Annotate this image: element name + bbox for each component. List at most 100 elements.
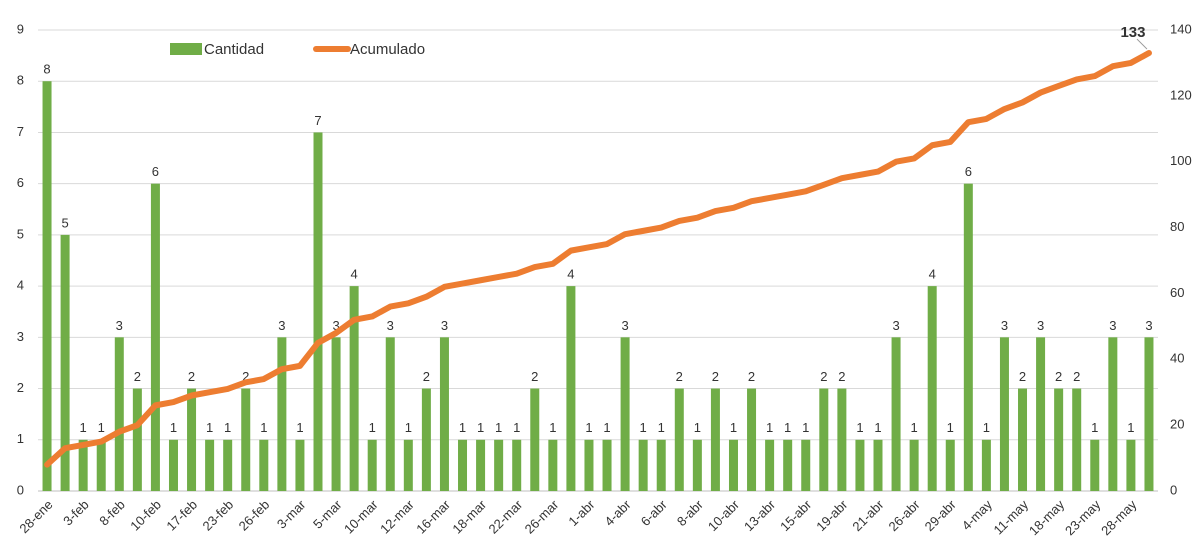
x-tick-group: 18-may (1026, 497, 1068, 539)
bar-value-label: 1 (80, 420, 87, 435)
bar (331, 337, 341, 491)
bar (765, 439, 775, 491)
bar (692, 439, 702, 491)
bar-value-label: 1 (766, 420, 773, 435)
bar-value-label: 1 (585, 420, 592, 435)
bar-value-label: 6 (965, 164, 972, 179)
line-value-label: 133 (1120, 24, 1145, 41)
bar (168, 439, 178, 491)
bar-value-label: 3 (1145, 318, 1152, 333)
x-tick-label: 12-mar (377, 496, 417, 536)
x-tick-label: 6-abr (638, 496, 671, 529)
x-tick-group: 26-feb (236, 497, 273, 534)
bar (1144, 337, 1154, 491)
bar (530, 388, 540, 491)
y-tick-label: 7 (17, 124, 24, 139)
bar (223, 439, 233, 491)
bar (187, 388, 197, 491)
x-tick-label: 26-feb (236, 497, 273, 534)
x-tick-label: 28-ene (16, 497, 55, 536)
bar-value-label: 2 (1019, 369, 1026, 384)
bar (439, 337, 449, 491)
bar-value-label: 1 (513, 420, 520, 435)
x-tick-group: 10-abr (705, 496, 743, 534)
bar (150, 183, 160, 491)
bar (114, 337, 124, 491)
bar (96, 439, 106, 491)
bar-value-label: 5 (61, 215, 68, 230)
bar-value-label: 3 (892, 318, 899, 333)
bar-value-label: 2 (676, 369, 683, 384)
bar (385, 337, 395, 491)
bar-value-label: 1 (224, 420, 231, 435)
y-tick-label: 4 (17, 278, 24, 293)
x-tick-label: 19-abr (813, 496, 851, 534)
y-tick-label: 9 (17, 21, 24, 36)
x-tick-group: 19-abr (813, 496, 851, 534)
bar (1054, 388, 1064, 491)
bar-value-label: 2 (134, 369, 141, 384)
x-tick-label: 10-abr (705, 496, 743, 534)
x-tick-group: 15-abr (777, 496, 815, 534)
bar-value-label: 1 (983, 420, 990, 435)
x-tick-label: 26-abr (886, 496, 924, 534)
bar (783, 439, 793, 491)
bar (367, 439, 377, 491)
bar-value-label: 3 (278, 318, 285, 333)
bar (42, 81, 52, 491)
x-tick-label: 16-mar (413, 496, 453, 536)
bar (620, 337, 630, 491)
bar (1072, 388, 1082, 491)
x-tick-group: 23-feb (200, 497, 237, 534)
bar-value-label: 2 (820, 369, 827, 384)
y2-tick-label: 140 (1170, 21, 1192, 36)
x-tick-label: 29-abr (922, 496, 960, 534)
x-tick-group: 29-abr (922, 496, 960, 534)
x-tick-label: 23-feb (200, 497, 237, 534)
bar (349, 286, 359, 491)
bar (909, 439, 919, 491)
x-tick-label: 26-mar (522, 496, 562, 536)
bar-value-label: 3 (387, 318, 394, 333)
x-tick-label: 8-abr (674, 496, 707, 529)
x-tick-label: 5-mar (310, 496, 345, 531)
legend-label: Acumulado (350, 41, 425, 58)
bar (981, 439, 991, 491)
bar-value-label: 1 (369, 420, 376, 435)
bar-value-label: 2 (1055, 369, 1062, 384)
bar-value-label: 8 (43, 62, 50, 77)
bar (205, 439, 215, 491)
bar (801, 439, 811, 491)
y-tick-label: 3 (17, 329, 24, 344)
bar-value-label: 2 (1073, 369, 1080, 384)
bar-value-label: 1 (640, 420, 647, 435)
bar (927, 286, 937, 491)
bar (421, 388, 431, 491)
x-tick-label: 15-abr (777, 496, 815, 534)
bar (638, 439, 648, 491)
bar-value-label: 3 (1109, 318, 1116, 333)
bar-value-label: 1 (206, 420, 213, 435)
bar-value-label: 1 (296, 420, 303, 435)
x-tick-label: 13-abr (741, 496, 779, 534)
bar-value-label: 2 (838, 369, 845, 384)
label-leader (1136, 38, 1148, 50)
bar (259, 439, 269, 491)
bar-value-label: 2 (712, 369, 719, 384)
bar-value-label: 1 (802, 420, 809, 435)
y-tick-label: 8 (17, 73, 24, 88)
bar (132, 388, 142, 491)
bar (891, 337, 901, 491)
bar (710, 388, 720, 491)
y2-tick-label: 80 (1170, 219, 1184, 234)
bar (1036, 337, 1046, 491)
x-tick-group: 16-mar (413, 496, 453, 536)
y2-tick-label: 120 (1170, 87, 1192, 102)
bar (277, 337, 287, 491)
bar-value-label: 7 (314, 113, 321, 128)
y2-tick-label: 0 (1170, 482, 1177, 497)
bar (313, 132, 323, 491)
bar (403, 439, 413, 491)
legend-swatch (170, 43, 202, 55)
